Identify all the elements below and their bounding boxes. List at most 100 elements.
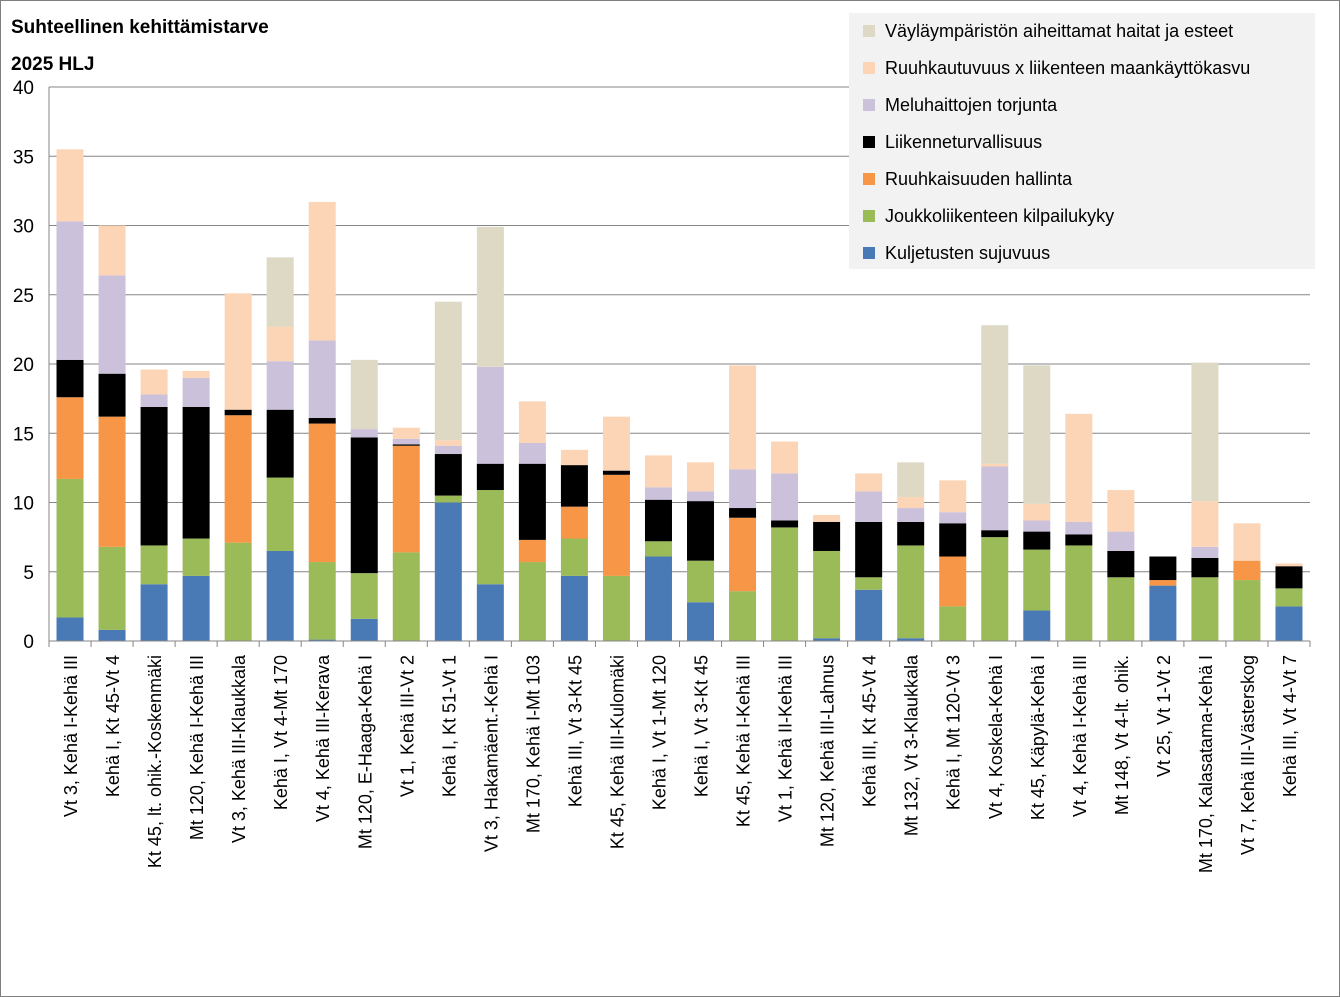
bar-segment — [224, 415, 252, 543]
bar-segment — [560, 506, 588, 539]
bar-segment — [602, 474, 630, 576]
bar-segment — [350, 573, 378, 619]
bar-segment — [266, 409, 294, 478]
bar-segment — [1275, 566, 1303, 589]
x-tick-label: Vt 4, Kehä I-Kehä III — [1070, 655, 1090, 817]
bar-segment — [1233, 560, 1261, 581]
bar-segment — [98, 373, 126, 417]
legend-item: Joukkoliikenteen kilpailukyky — [863, 204, 1114, 228]
bar-segment — [771, 527, 799, 641]
bar-segment — [140, 584, 168, 641]
bar-segment — [1233, 580, 1261, 641]
bar-segment — [560, 538, 588, 576]
bar-segment — [308, 639, 336, 641]
bar-segment — [350, 359, 378, 430]
bar-segment — [518, 401, 546, 443]
bar-segment — [813, 638, 841, 641]
bar-segment — [855, 491, 883, 522]
bar-segment — [813, 514, 841, 522]
bar-segment — [308, 418, 336, 424]
x-tick-label: Vt 4, Koskela-Kehä I — [986, 655, 1006, 819]
bar-segment — [981, 463, 1009, 467]
x-tick-label: Kt 45, Kehä III-Kulomäki — [607, 655, 627, 849]
bar-segment — [1065, 413, 1093, 522]
bar-segment — [140, 394, 168, 407]
bar-segment — [729, 469, 757, 509]
bar-segment — [981, 537, 1009, 641]
bar-segment — [518, 463, 546, 540]
bar-segment — [644, 499, 672, 542]
bar-segment — [1275, 563, 1303, 567]
bar-segment — [939, 556, 967, 607]
bar-segment — [1065, 534, 1093, 546]
x-tick-label: Kt 45, lt. ohik.-Koskenmäki — [145, 655, 165, 868]
bar-segment — [602, 575, 630, 641]
chart-title-line1: Suhteellinen kehittämistarve — [11, 17, 269, 38]
bar-segment — [602, 416, 630, 471]
legend-label: Kuljetusten sujuvuus — [885, 242, 1051, 263]
bar-segment — [476, 584, 504, 641]
bar-segment — [1191, 501, 1219, 547]
x-tick-label: Mt 170, Kehä I-Mt 103 — [523, 655, 543, 833]
x-tick-label: Kehä III, Kt 45-Vt 4 — [860, 655, 880, 807]
bar-segment — [1023, 549, 1051, 611]
bar-segment — [644, 541, 672, 557]
bar-segment — [1107, 550, 1135, 578]
bar-segment — [897, 638, 925, 641]
bar-segment — [476, 366, 504, 464]
bar-segment — [350, 618, 378, 641]
x-tick-label: Mt 148, Vt 4-lt. ohik. — [1112, 655, 1132, 815]
bar-segment — [1275, 588, 1303, 607]
bar-segment — [434, 301, 462, 441]
bar-segment — [434, 495, 462, 503]
bar-segment — [1191, 546, 1219, 558]
bar-segment — [855, 521, 883, 578]
x-tick-label: Vt 1, Kehä III-Vt 2 — [397, 655, 417, 797]
bar-segment — [1233, 523, 1261, 561]
x-tick-label: Kehä I, Mt 120-Vt 3 — [944, 655, 964, 810]
bar-segment — [308, 340, 336, 419]
bar-segment — [687, 491, 715, 502]
bar-segment — [392, 438, 420, 445]
bar-segment — [897, 545, 925, 639]
y-tick-label: 0 — [23, 632, 34, 653]
bar-segment — [434, 502, 462, 641]
x-tick-label: Kehä I, Kt 51-Vt 1 — [439, 655, 459, 797]
bar-segment — [687, 501, 715, 561]
bar-segment — [56, 617, 84, 641]
bar-segment — [56, 478, 84, 618]
y-tick-label: 20 — [13, 355, 34, 376]
bar-segment — [434, 440, 462, 446]
bar-segment — [56, 359, 84, 398]
bar-segment — [644, 556, 672, 641]
bar-segment — [771, 520, 799, 528]
bar-segment — [897, 462, 925, 497]
bar-segment — [182, 575, 210, 641]
bar-segment — [518, 442, 546, 464]
bar-segment — [1065, 545, 1093, 641]
bar-segment — [98, 546, 126, 630]
bar-segment — [939, 606, 967, 641]
y-tick-label: 10 — [13, 494, 34, 515]
bar-segment — [855, 577, 883, 590]
bar-segment — [56, 221, 84, 360]
bar-segment — [56, 149, 84, 222]
bar-segment — [518, 539, 546, 563]
legend-swatch — [863, 210, 875, 222]
bar-segment — [392, 552, 420, 641]
bar-segment — [687, 560, 715, 603]
legend-label: Väyläympäristön aiheittamat haitat ja es… — [885, 20, 1234, 41]
bar-segment — [560, 575, 588, 641]
legend-swatch — [863, 247, 875, 259]
bar-segment — [644, 455, 672, 488]
legend-label: Ruuhkautuvuus x liikenteen maankäyttökas… — [885, 57, 1251, 78]
bar-segment — [140, 545, 168, 585]
x-tick-label: Vt 25, Vt 1-Vt 2 — [1154, 655, 1174, 777]
bar-segment — [350, 437, 378, 574]
bar-segment — [1023, 365, 1051, 504]
x-tick-label: Vt 1, Kehä II-Kehä III — [776, 655, 796, 822]
bar-segment — [729, 517, 757, 592]
bar-segment — [897, 496, 925, 509]
